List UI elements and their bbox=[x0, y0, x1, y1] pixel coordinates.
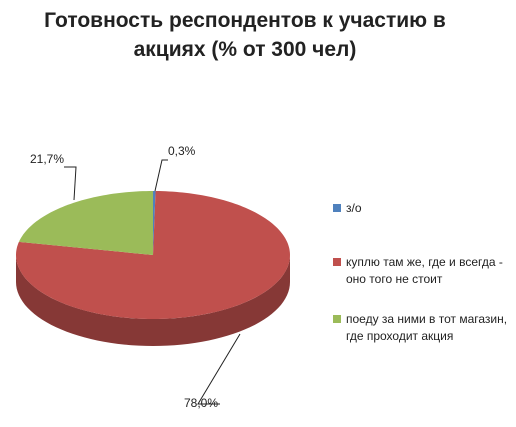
data-label: 21,7% bbox=[30, 152, 64, 166]
data-label: 0,3% bbox=[168, 144, 196, 158]
slice-side bbox=[16, 255, 290, 346]
legend-label: куплю там же, где и всегда - оно того не… bbox=[346, 255, 503, 286]
legend-swatch bbox=[333, 258, 341, 266]
chart-title: Готовность респондентов к участию в акци… bbox=[44, 9, 446, 61]
legend-item: з/о bbox=[333, 200, 516, 217]
legend-item: поеду за ними в тот магазин, где проходи… bbox=[333, 311, 516, 345]
legend-swatch bbox=[333, 315, 341, 323]
slice bbox=[153, 191, 156, 255]
slice bbox=[18, 191, 154, 255]
data-label: 78,0% bbox=[184, 396, 218, 410]
legend-swatch bbox=[333, 204, 341, 212]
leader-line bbox=[197, 333, 241, 405]
slice bbox=[16, 191, 290, 319]
legend-item: куплю там же, где и всегда - оно того не… bbox=[333, 254, 516, 288]
legend-label: поеду за ними в тот магазин, где проходи… bbox=[346, 312, 508, 343]
legend-label: з/о bbox=[346, 201, 362, 215]
leader-line bbox=[64, 166, 77, 201]
leader-line bbox=[154, 159, 168, 192]
